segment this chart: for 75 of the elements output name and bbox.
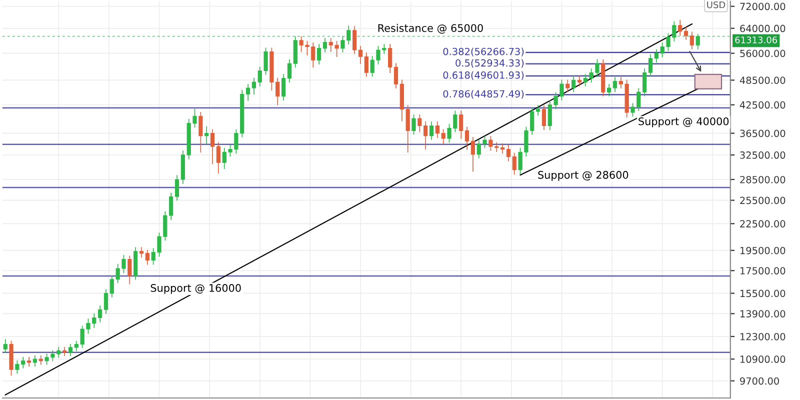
candlestick (577, 76, 582, 86)
y-tick-label: 72000.00 (740, 2, 786, 10)
candlestick (394, 63, 398, 88)
annotation: Support @ 16000 (150, 284, 241, 294)
candlestick (412, 114, 416, 135)
candlestick (281, 74, 286, 100)
candlestick (198, 112, 203, 153)
y-tick-label: 19500.00 (740, 246, 786, 254)
candlestick (68, 344, 73, 356)
y-tick-label: 64000.00 (740, 24, 786, 32)
candlestick (62, 347, 67, 356)
candlestick (364, 52, 368, 77)
y-tick-label: 10900.00 (740, 356, 786, 363)
y-tick-label: 9700.00 (740, 377, 779, 385)
candlestick (566, 80, 570, 92)
candlestick (464, 126, 470, 150)
ref-line-label: 0.786(44857.49) (443, 90, 524, 99)
candlestick (536, 105, 540, 116)
candlestick (104, 289, 108, 314)
candlestick (512, 152, 516, 175)
candlestick (252, 78, 256, 95)
candlestick (128, 256, 132, 284)
candlestick (429, 121, 434, 140)
candlestick (572, 76, 576, 92)
y-tick-label: 36500.00 (740, 130, 786, 138)
candlestick (678, 20, 682, 36)
candlestick (459, 110, 464, 139)
candlestick (26, 356, 32, 366)
y-tick-label: 25500.00 (740, 196, 786, 204)
candlestick (648, 54, 653, 77)
y-axis-title: USD (707, 1, 726, 8)
candlestick (145, 250, 150, 265)
candlestick (216, 142, 220, 174)
candlestick (607, 84, 612, 96)
candlestick (690, 32, 694, 50)
ref-line-label: 0.382(56266.73) (443, 48, 524, 56)
candlestick (204, 126, 209, 144)
y-tick-label: 12300.00 (740, 332, 786, 340)
candlestick (612, 77, 618, 92)
candlestick (542, 105, 546, 130)
candlestick (506, 144, 511, 162)
y-tick-label: 17500.00 (740, 267, 786, 274)
candlestick (174, 175, 180, 201)
y-tick-label: 13900.00 (740, 310, 786, 318)
candlestick (139, 247, 144, 258)
candlestick (358, 46, 363, 64)
y-tick-label: 48500.00 (740, 76, 786, 84)
candlestick (38, 355, 43, 365)
y-tick-label: 42500.00 (740, 101, 786, 109)
candlestick (352, 26, 357, 54)
candlestick (246, 84, 250, 101)
candlestick (322, 38, 328, 52)
candlestick (684, 27, 688, 40)
y-tick-label: 22500.00 (740, 220, 786, 228)
y-tick-label: 28500.00 (740, 176, 786, 184)
y-tick-label: 56000.00 (740, 50, 786, 58)
ref-line-label: 61313.06 (735, 36, 778, 44)
candlestick (293, 36, 298, 68)
candlestick (210, 129, 215, 164)
candlestick (32, 355, 38, 366)
candlestick (287, 59, 292, 82)
candlestick (696, 34, 700, 50)
candlestick (388, 44, 392, 74)
annotation: Support @ 28600 (538, 170, 628, 181)
annotation: Resistance @ 65000 (378, 24, 483, 34)
candlestick (316, 44, 322, 64)
ref-line-label: 0.5(52934.33) (456, 59, 524, 68)
candlestick (3, 339, 8, 353)
ref-line-label: 0.618(49601.93) (443, 71, 524, 80)
candlestick (470, 136, 475, 172)
y-tick-label: 32500.00 (740, 151, 786, 159)
annotation: Support @ 40000 (638, 117, 729, 128)
candlestick (98, 305, 102, 322)
candlestick (500, 143, 505, 154)
y-tick-label: 15500.00 (740, 290, 786, 298)
